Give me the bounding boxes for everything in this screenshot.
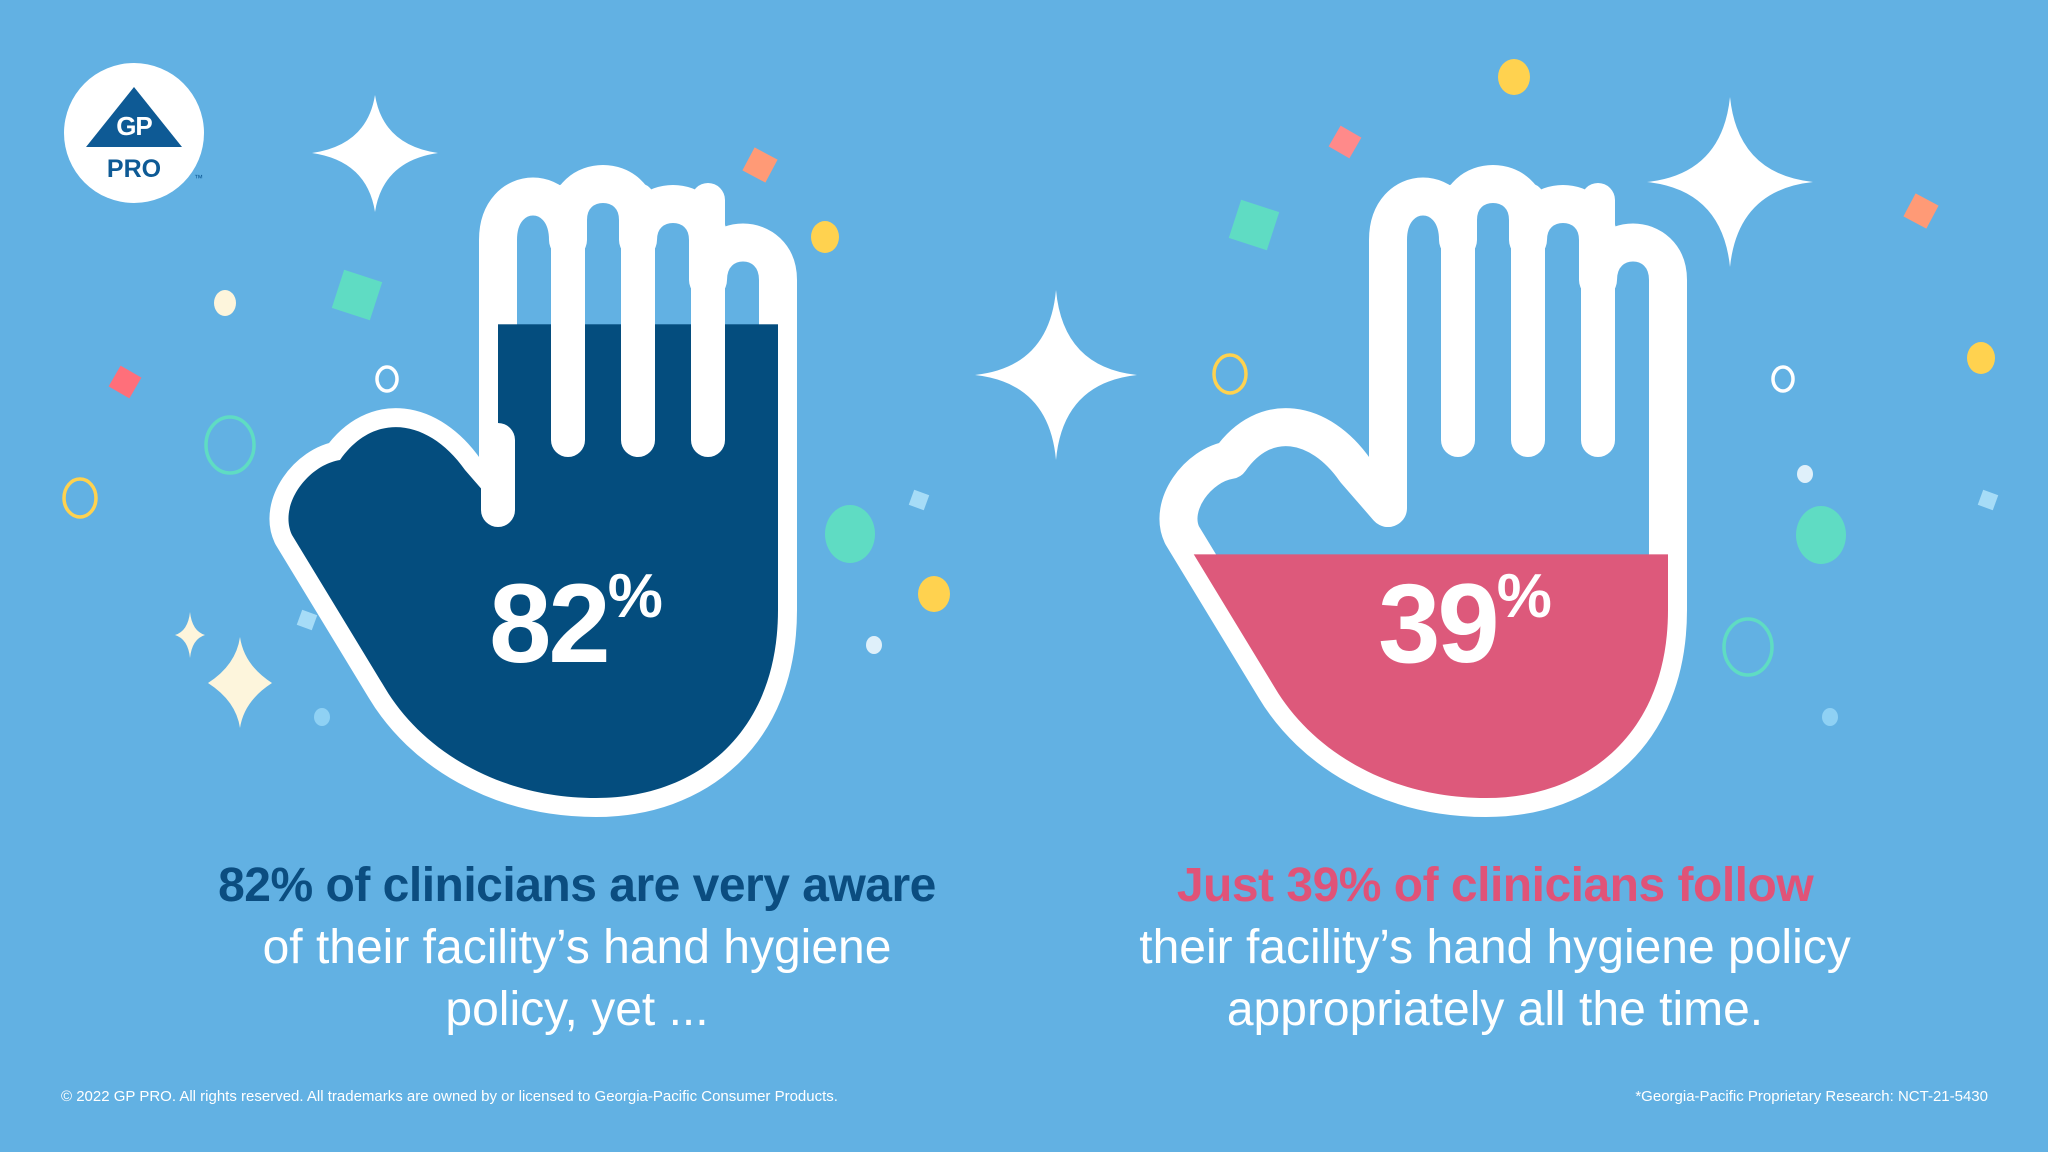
source-citation: *Georgia-Pacific Proprietary Research: N… bbox=[1635, 1088, 1988, 1105]
stat-caption: Just 39% of clinicians follow their faci… bbox=[1045, 855, 1945, 1041]
sparkle-icon bbox=[312, 95, 1813, 460]
gp-pro-logo[interactable]: GP PRO ™ bbox=[64, 63, 204, 203]
confetti-squares bbox=[108, 125, 1999, 631]
caption-body-line: appropriately all the time. bbox=[1226, 983, 1764, 1036]
stat-number: 39 bbox=[1378, 561, 1500, 686]
confetti-rings bbox=[62, 353, 1795, 677]
logo-trademark: ™ bbox=[194, 173, 203, 183]
caption-body-line: their facility’s hand hygiene policy bbox=[1139, 921, 1851, 974]
copyright-notice: © 2022 GP PRO. All rights reserved. All … bbox=[61, 1088, 838, 1105]
hand-icon bbox=[269, 165, 797, 817]
caption-headline: 82% of clinicians are very aware bbox=[218, 859, 936, 912]
logo-text-pro: PRO bbox=[106, 155, 162, 183]
confetti-dots bbox=[214, 59, 1995, 726]
caption-headline: Just 39% of clinicians follow bbox=[1176, 859, 1814, 912]
caption-body-line: policy, yet ... bbox=[445, 983, 709, 1036]
caption-body-line: of their facility’s hand hygiene bbox=[262, 921, 892, 974]
logo-triangle-icon bbox=[86, 87, 182, 147]
stat-caption: 82% of clinicians are very aware of thei… bbox=[127, 855, 1027, 1041]
stat-number: 82 bbox=[489, 561, 611, 686]
stat-percentage: 82% bbox=[426, 566, 726, 680]
sparkle-icon bbox=[175, 612, 272, 728]
percent-sign: % bbox=[1496, 562, 1552, 631]
stat-percentage: 39% bbox=[1315, 566, 1615, 680]
hand-icon bbox=[1159, 165, 1687, 817]
percent-sign: % bbox=[607, 562, 663, 631]
logo-text-gp: GP bbox=[116, 111, 153, 141]
